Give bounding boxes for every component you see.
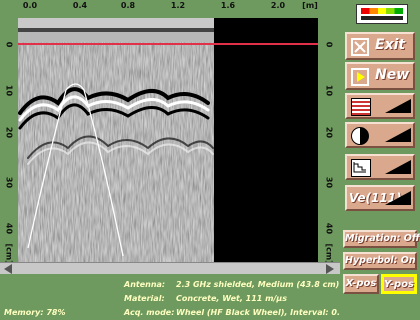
- y-tick: 30: [4, 176, 14, 189]
- acq-mode-value: Wheel (HF Black Wheel), Interval: 0.005 …: [176, 308, 368, 317]
- y-tick: 10: [4, 84, 14, 97]
- horizontal-scrollbar[interactable]: [0, 262, 340, 275]
- y-unit: [cm]: [324, 243, 334, 264]
- gain-curve-icon: [351, 159, 371, 177]
- x-unit: [m]: [302, 1, 318, 10]
- hyperbola-toggle[interactable]: Hyperbol: On: [343, 252, 417, 270]
- x-pos-button[interactable]: X-pos: [343, 274, 379, 294]
- triangle-icon: [385, 128, 411, 142]
- contrast-icon: [351, 127, 369, 145]
- close-icon: [351, 38, 369, 56]
- x-tick: 2.0: [270, 1, 286, 10]
- migration-toggle[interactable]: Migration: Off: [343, 230, 420, 248]
- new-label: New: [375, 67, 410, 83]
- contrast-button[interactable]: [345, 122, 415, 148]
- info-panel: Memory: 78% Antenna: 2.3 GHz shielded, M…: [0, 274, 368, 320]
- memory-status: Memory: 78%: [4, 308, 66, 317]
- y-unit: [cm]: [4, 243, 14, 264]
- gain-button[interactable]: [345, 154, 415, 180]
- y-pos-button[interactable]: Y-pos: [381, 274, 417, 294]
- x-tick: 1.2: [170, 1, 186, 10]
- y-tick: 40: [4, 222, 14, 235]
- scroll-right-icon[interactable]: [326, 264, 334, 274]
- triangle-icon: [385, 191, 411, 205]
- new-button[interactable]: New: [345, 62, 415, 90]
- control-panel: Exit New Ve(111) Migration: Off Hyperbol…: [340, 0, 420, 320]
- display-settings-button[interactable]: [345, 93, 415, 119]
- y-tick: 0: [324, 41, 334, 48]
- velocity-button[interactable]: Ve(111): [345, 185, 415, 211]
- material-value: Concrete, Wet, 111 m/µs: [176, 294, 288, 303]
- y-tick: 20: [4, 126, 14, 139]
- y-axis-ruler-left: 0 10 20 30 40 [cm]: [0, 18, 18, 264]
- hyperbola-reflections: [18, 87, 214, 165]
- y-axis-ruler-right: 0 10 20 30 40 [cm]: [318, 18, 340, 264]
- triangle-icon: [385, 99, 411, 113]
- y-tick: 30: [324, 176, 334, 189]
- exit-button[interactable]: Exit: [345, 32, 415, 60]
- x-tick: 1.6: [220, 1, 236, 10]
- x-tick: 0.8: [120, 1, 136, 10]
- exit-label: Exit: [375, 37, 406, 53]
- unscanned-area: [214, 18, 318, 262]
- battery-icon: [356, 4, 408, 24]
- y-tick: 40: [324, 222, 334, 235]
- radargram-view[interactable]: [18, 18, 318, 262]
- fitted-hyperbola: [27, 83, 124, 257]
- x-tick: 0.4: [72, 1, 88, 10]
- play-icon: [351, 68, 369, 86]
- y-tick: 10: [324, 84, 334, 97]
- scroll-left-icon[interactable]: [4, 264, 12, 274]
- antenna-value: 2.3 GHz shielded, Medium (43.8 cm): [176, 280, 340, 289]
- scan-display-icon: [351, 98, 371, 116]
- triangle-icon: [385, 160, 411, 174]
- antenna-label: Antenna:: [124, 280, 166, 289]
- y-tick: 20: [324, 126, 334, 139]
- x-axis-ruler: 0.0 0.4 0.8 1.2 1.6 2.0 [m]: [0, 0, 340, 18]
- y-tick: 0: [4, 41, 14, 48]
- x-tick: 0.0: [22, 1, 38, 10]
- acq-mode-label: Acq. mode:: [124, 308, 175, 317]
- radargram-image: [18, 18, 318, 262]
- material-label: Material:: [124, 294, 165, 303]
